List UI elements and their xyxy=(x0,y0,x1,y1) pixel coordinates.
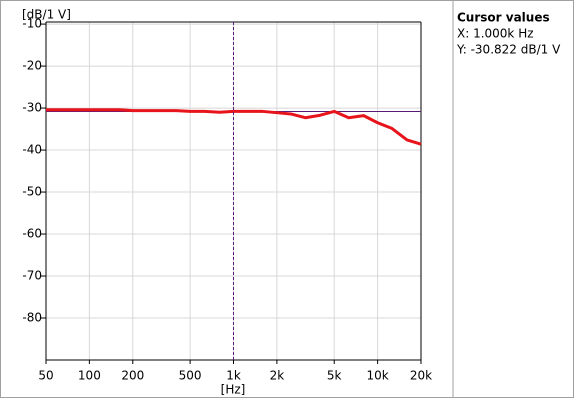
cursor-y: Y: -30.822 dB/1 V xyxy=(456,43,561,57)
y-axis-label: [dB/1 V] xyxy=(22,8,71,22)
y-tick-label: -60 xyxy=(22,227,42,241)
y-tick-label: -40 xyxy=(22,143,42,157)
y-tick-label: -20 xyxy=(22,59,42,73)
y-tick-label: -10 xyxy=(22,17,42,31)
cursor-title: Cursor values xyxy=(457,11,550,25)
x-tick-label: 1k xyxy=(226,369,241,383)
x-tick-label: 10k xyxy=(367,369,389,383)
y-tick-label: -50 xyxy=(22,185,42,199)
y-tick-label: -70 xyxy=(22,269,42,283)
x-tick-label: 200 xyxy=(121,369,144,383)
x-tick-label: 50 xyxy=(38,369,53,383)
y-tick-label: -30 xyxy=(22,101,42,115)
y-tick-label: -80 xyxy=(22,311,42,325)
x-tick-label: 100 xyxy=(78,369,101,383)
x-axis-label: [Hz] xyxy=(221,383,246,397)
x-tick-label: 5k xyxy=(327,369,342,383)
series-line xyxy=(46,108,422,146)
x-tick-label: 500 xyxy=(179,369,202,383)
x-tick-label: 20k xyxy=(410,369,432,383)
x-tick-label: 2k xyxy=(270,369,285,383)
cursor-x: X: 1.000k Hz xyxy=(457,27,534,41)
